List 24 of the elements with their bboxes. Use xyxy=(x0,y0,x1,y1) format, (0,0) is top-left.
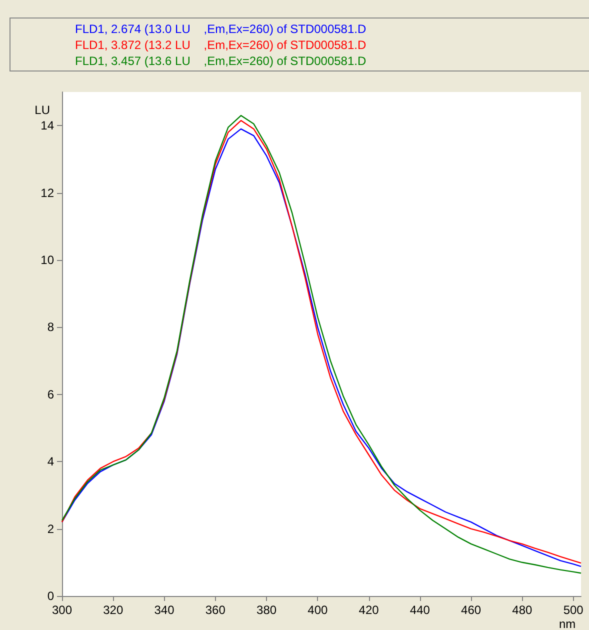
y-tick-label: 0 xyxy=(47,589,54,603)
x-tick-label: 440 xyxy=(410,603,430,617)
y-tick-label: 14 xyxy=(40,118,54,133)
x-tick-label: 420 xyxy=(358,603,380,617)
y-tick-label: 8 xyxy=(47,320,54,334)
y-axis-title: LU xyxy=(34,103,50,117)
y-tick-label: 12 xyxy=(40,186,54,200)
y-tick-label: 6 xyxy=(47,387,54,402)
x-tick-label: 320 xyxy=(103,603,124,617)
y-tick-label: 10 xyxy=(40,253,54,267)
x-tick-label: 300 xyxy=(52,603,72,617)
x-tick-label: 360 xyxy=(205,603,226,617)
y-tick-label: 4 xyxy=(47,454,54,469)
x-tick-label: 400 xyxy=(308,603,328,617)
text: FLD1, 2.674 (13.0 LU ,Em,Ex=260) of STD000581.D xyxy=(75,22,366,36)
x-axis-title: nm xyxy=(559,617,576,630)
x-tick-label: 380 xyxy=(256,603,277,617)
x-tick-label: 460 xyxy=(461,603,482,617)
y-tick-label: 2 xyxy=(47,522,54,536)
text: FLD1, 3.457 (13.6 LU ,Em,Ex=260) of STD000581.D xyxy=(75,54,366,68)
x-tick-label: 480 xyxy=(512,603,533,617)
x-tick-label: 340 xyxy=(154,603,175,617)
text: FLD1, 3.872 (13.2 LU ,Em,Ex=260) of STD000581.D xyxy=(75,38,366,52)
x-tick-label: 500 xyxy=(563,603,584,617)
